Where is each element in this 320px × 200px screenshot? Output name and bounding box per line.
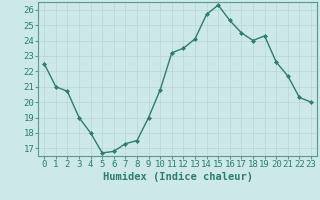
X-axis label: Humidex (Indice chaleur): Humidex (Indice chaleur) [103,172,252,182]
